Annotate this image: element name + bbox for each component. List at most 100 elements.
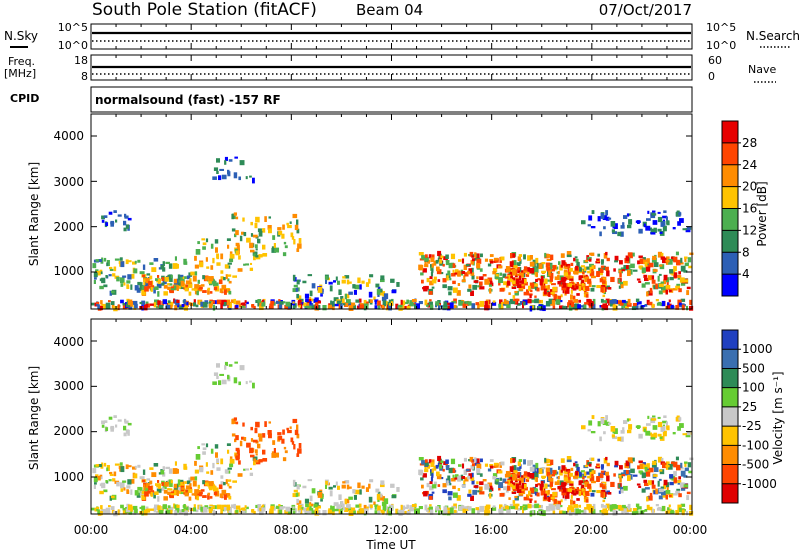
power-scatter-cell <box>645 266 651 272</box>
velocity-scatter-cell <box>605 471 609 476</box>
power-scatter-cell <box>507 274 512 280</box>
velocity-scatter-cell <box>470 465 474 470</box>
velocity-scatter-cell <box>268 421 272 424</box>
power-scatter-cell <box>516 273 522 276</box>
power-scatter-cell <box>605 210 609 216</box>
velocity-scatter-cell <box>255 453 258 456</box>
power-scatter-cell <box>150 285 155 288</box>
power-scatter-cell <box>577 304 581 309</box>
velocity-scatter-cell <box>546 463 552 467</box>
velocity-scatter-cell <box>112 478 116 482</box>
power-scatter-cell <box>252 177 255 184</box>
velocity-scatter-cell <box>144 486 150 492</box>
velocity-scatter-cell <box>125 508 131 513</box>
power-scatter-cell <box>390 301 394 304</box>
velocity-scatter-cell <box>122 480 127 483</box>
power-scatter-cell <box>290 232 294 238</box>
velocity-scatter-cell <box>527 503 532 509</box>
velocity-scatter-cell <box>340 507 343 514</box>
velocity-scatter-cell <box>429 504 432 507</box>
velocity-scatter-cell <box>355 504 360 508</box>
power-scatter-cell <box>373 296 376 301</box>
power-scatter-cell <box>610 301 615 307</box>
velocity-scatter-cell <box>538 505 541 508</box>
power-scatter-cell <box>447 305 451 309</box>
velocity-scatter-cell <box>683 484 689 488</box>
velocity-scatter-cell <box>235 509 239 513</box>
power-scatter-cell <box>659 231 663 234</box>
power-scatter-cell <box>660 281 664 285</box>
power-scatter-cell <box>134 303 138 309</box>
freq-ytick-top: 18 <box>74 54 88 67</box>
velocity-scatter-cell <box>421 484 424 489</box>
power-scatter-cell <box>139 301 143 304</box>
velocity-scatter-cell <box>292 493 298 498</box>
velocity-scatter-cell <box>676 464 681 471</box>
velocity-scatter-cell <box>435 506 440 511</box>
power-scatter-cell <box>111 290 115 294</box>
power-scatter-cell <box>567 271 571 275</box>
power-scatter-cell <box>358 298 362 303</box>
power-scatter-cell <box>435 259 439 264</box>
velocity-scatter-cell <box>569 472 573 477</box>
velocity-scatter-cell <box>344 498 348 505</box>
power-scatter-cell <box>282 224 285 230</box>
power-scatter-cell <box>396 282 400 287</box>
power-scatter-cell <box>543 288 547 295</box>
velocity-scatter-cell <box>428 496 433 500</box>
velocity-scatter-cell <box>283 446 287 450</box>
velocity-colorbar-segment <box>722 330 738 350</box>
power-scatter-cell <box>581 220 586 225</box>
power-scatter-cell <box>542 305 546 312</box>
velocity-scatter-cell <box>242 422 245 427</box>
power-scatter-cell <box>546 258 552 262</box>
velocity-scatter-cell <box>584 507 589 510</box>
velocity-scatter-cell <box>591 480 596 484</box>
velocity-scatter-cell <box>345 507 349 512</box>
power-scatter-cell <box>421 279 424 284</box>
velocity-scatter-cell <box>566 491 570 497</box>
velocity-scatter-cell <box>620 489 624 494</box>
power-scatter-cell <box>146 273 151 276</box>
power-scatter-cell <box>643 274 648 278</box>
power-scatter-cell <box>451 273 456 277</box>
power-scatter-cell <box>99 278 105 282</box>
velocity-scatter-cell <box>143 510 148 516</box>
power-scatter-cell <box>644 282 650 285</box>
power-scatter-cell <box>477 303 480 309</box>
velocity-scatter-cell <box>585 490 590 495</box>
power-scatter-cell <box>621 269 626 272</box>
power-scatter-cell <box>541 270 547 274</box>
velocity-scatter-cell <box>177 487 182 491</box>
velocity-scatter-cell <box>142 479 146 483</box>
velocity-scatter-cell <box>139 487 143 491</box>
velocity-scatter-cell <box>220 481 224 485</box>
velocity-scatter-cell <box>526 494 530 500</box>
power-scatter-cell <box>591 265 594 272</box>
velocity-scatter-cell <box>165 466 170 470</box>
freq-label: Freq. <box>8 55 35 68</box>
power-scatter-cell <box>590 287 595 292</box>
velocity-scatter-cell <box>311 510 316 515</box>
velocity-scatter-cell <box>418 457 424 461</box>
velocity-scatter-cell <box>590 492 595 497</box>
power-scatter-cell <box>307 299 312 305</box>
velocity-scatter-cell <box>652 415 656 418</box>
power-scatter-cell <box>653 227 657 233</box>
velocity-scatter-cell <box>591 473 594 477</box>
power-scatter-cell <box>652 210 656 213</box>
velocity-scatter-cell <box>278 435 283 441</box>
velocity-scatter-cell <box>489 485 493 490</box>
velocity-scatter-cell <box>510 458 513 464</box>
velocity-scatter-cell <box>215 452 218 458</box>
velocity-scatter-cell <box>565 495 570 499</box>
power-scatter-cell <box>194 264 199 269</box>
velocity-scatter-cell <box>665 495 669 500</box>
power-scatter-cell <box>398 305 403 311</box>
power-scatter-cell <box>270 300 275 304</box>
velocity-scatter-cell <box>231 418 235 425</box>
velocity-scatter-cell <box>661 457 664 463</box>
noise-ytick-bottom: 10^0 <box>58 39 88 52</box>
power-scatter-cell <box>584 259 589 263</box>
velocity-scatter-cell <box>305 503 309 508</box>
